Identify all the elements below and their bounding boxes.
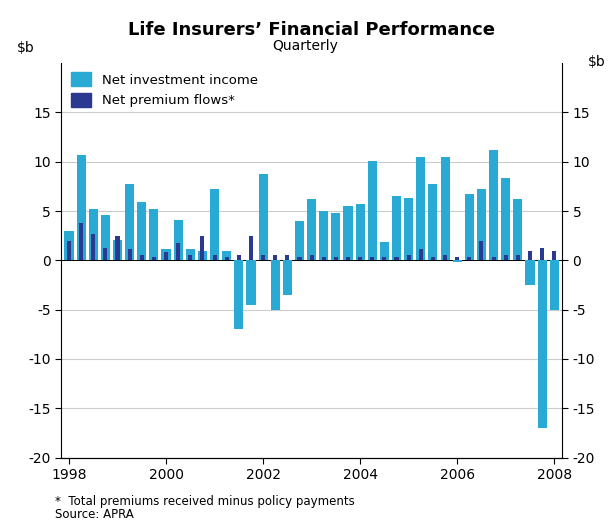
Bar [101,215,110,260]
Bar [416,157,425,260]
Bar [380,241,389,260]
Bar [395,257,398,260]
Bar [210,189,219,260]
Bar [271,260,280,310]
Bar [103,248,108,260]
Bar [225,257,229,260]
Bar [186,249,195,260]
Bar [516,256,520,260]
Bar [331,213,340,260]
Text: Source: APRA: Source: APRA [55,508,134,521]
Bar [431,257,435,260]
Bar [273,256,277,260]
Bar [392,196,401,260]
Bar [503,256,508,260]
Bar [455,257,459,260]
Bar [419,249,423,260]
Bar [310,256,313,260]
Bar [343,206,353,260]
Bar [249,236,253,260]
Bar [368,161,377,260]
Bar [428,185,437,260]
Bar [525,260,535,285]
Legend: Net investment income, Net premium flows*: Net investment income, Net premium flows… [66,67,263,113]
Bar [261,256,265,260]
Bar [161,249,170,260]
Bar [115,236,120,260]
Bar [198,251,207,260]
Bar [538,260,547,428]
Bar [465,194,474,260]
Bar [307,199,316,260]
Bar [370,257,375,260]
Bar [467,257,471,260]
Bar [356,204,365,260]
Bar [152,257,156,260]
Bar [140,256,144,260]
Bar [285,256,290,260]
Bar [295,221,304,260]
Bar [213,256,217,260]
Bar [491,257,496,260]
Bar [501,177,510,260]
Bar [358,257,362,260]
Bar [137,202,146,260]
Title: Life Insurers’ Financial Performance: Life Insurers’ Financial Performance [128,22,495,39]
Bar [246,260,255,305]
Bar [128,249,132,260]
Bar [89,209,98,260]
Bar [322,257,326,260]
Y-axis label: $b: $b [17,41,35,55]
Bar [200,236,205,260]
Bar [552,250,556,260]
Bar [441,157,450,260]
Bar [513,199,522,260]
Text: *  Total premiums received minus policy payments: * Total premiums received minus policy p… [55,494,355,508]
Bar [64,231,73,260]
Y-axis label: $b: $b [588,55,606,69]
Bar [453,260,462,262]
Bar [406,256,411,260]
Bar [234,260,243,329]
Bar [283,260,292,295]
Bar [76,155,86,260]
Bar [346,257,350,260]
Bar [164,252,168,260]
Bar [540,248,544,260]
Bar [113,240,122,260]
Text: Quarterly: Quarterly [273,39,338,54]
Bar [79,223,83,260]
Bar [125,185,134,260]
Bar [443,256,447,260]
Bar [176,242,180,260]
Bar [480,241,483,260]
Bar [237,256,241,260]
Bar [334,257,338,260]
Bar [319,211,328,260]
Bar [222,251,231,260]
Bar [67,241,71,260]
Bar [258,174,268,260]
Bar [149,209,158,260]
Bar [550,260,559,310]
Bar [188,256,192,260]
Bar [528,250,532,260]
Bar [298,257,301,260]
Bar [489,150,498,260]
Bar [91,234,95,260]
Bar [382,257,386,260]
Bar [477,189,486,260]
Bar [174,220,183,260]
Bar [404,198,413,260]
